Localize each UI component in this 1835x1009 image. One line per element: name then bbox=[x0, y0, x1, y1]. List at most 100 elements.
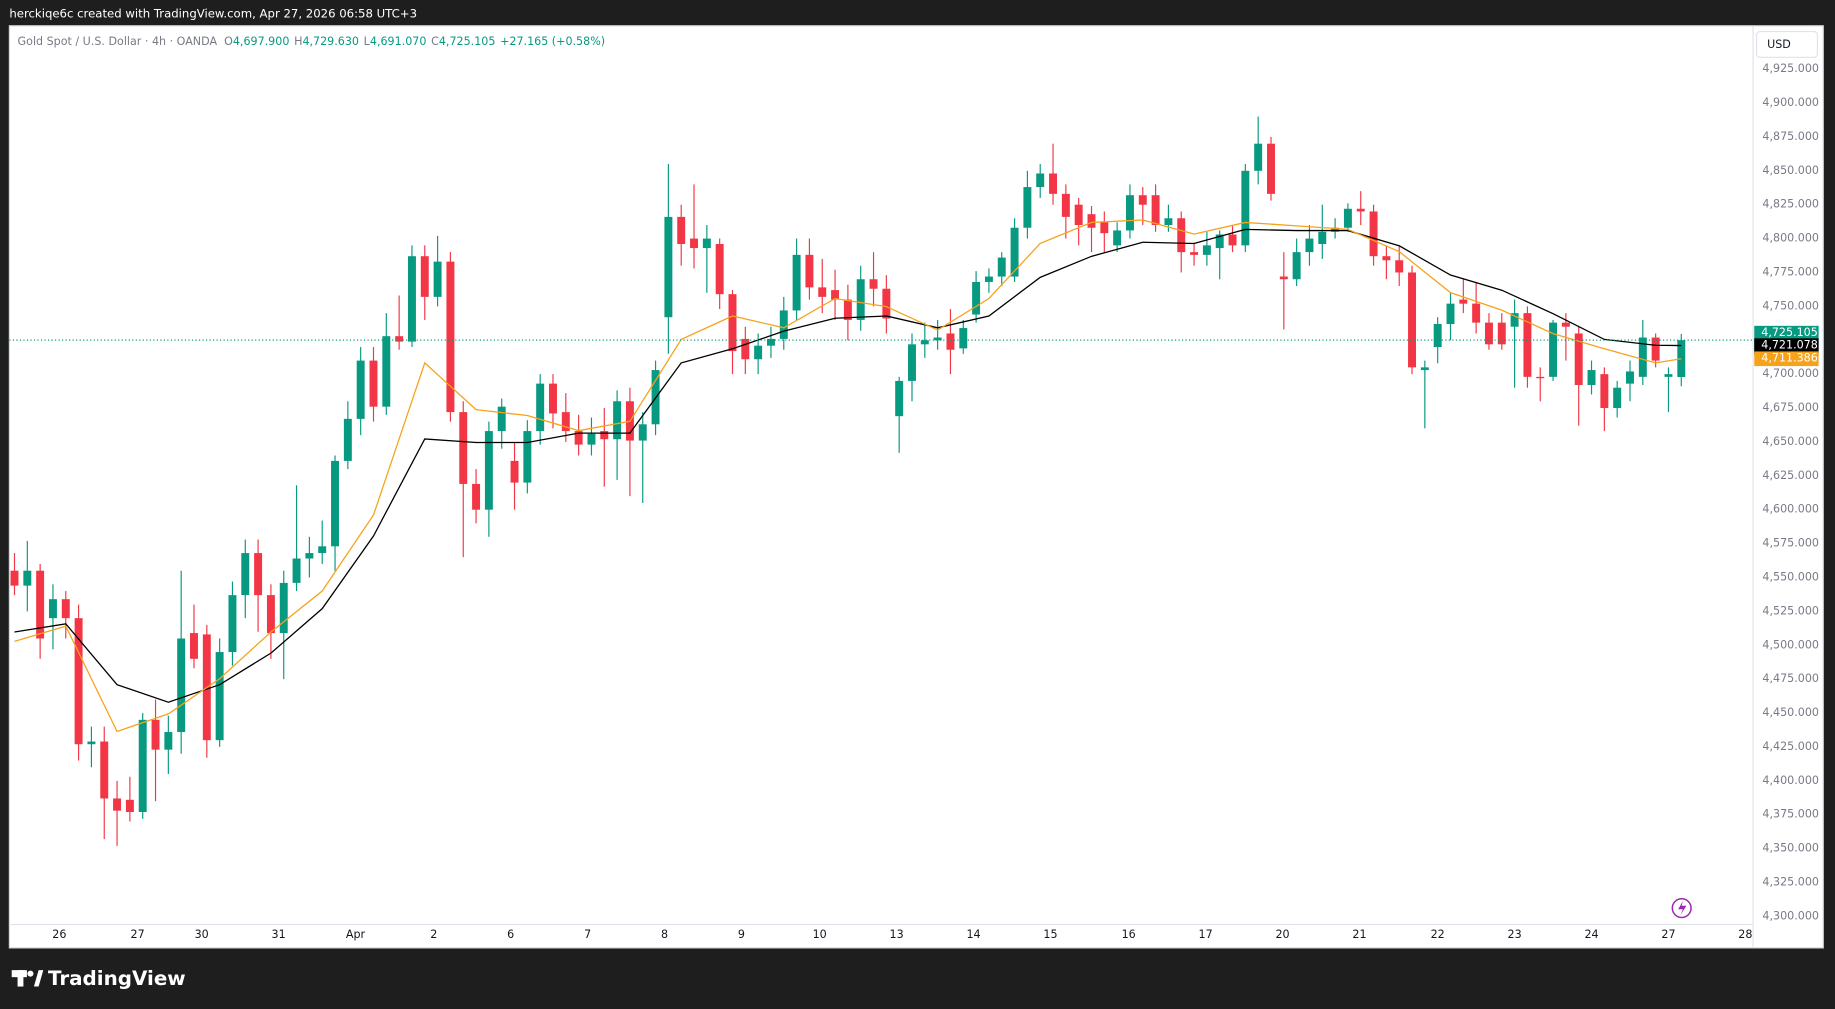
candle-body bbox=[1433, 323, 1442, 348]
candle-body bbox=[1523, 313, 1532, 377]
candle bbox=[318, 520, 327, 564]
x-tick-label: 21 bbox=[1352, 928, 1366, 941]
candle bbox=[561, 393, 570, 442]
candle bbox=[1510, 299, 1519, 388]
y-tick-label: 4,400.000 bbox=[1762, 774, 1819, 787]
candle bbox=[1138, 187, 1147, 226]
candle bbox=[369, 347, 378, 422]
x-tick-label: 7 bbox=[584, 928, 591, 941]
candle-body bbox=[10, 570, 19, 586]
candle bbox=[831, 269, 840, 320]
x-tick-label: 27 bbox=[131, 928, 145, 941]
candle bbox=[1125, 184, 1134, 239]
candle-body bbox=[1279, 276, 1288, 280]
candle bbox=[1241, 164, 1250, 253]
candle-body bbox=[1113, 230, 1122, 246]
legend: Gold Spot / U.S. Dollar · 4h · OANDA O4,6… bbox=[18, 35, 606, 48]
candle-body bbox=[1074, 204, 1083, 226]
candle bbox=[23, 540, 32, 612]
candle-body bbox=[343, 418, 352, 461]
candle-body bbox=[1023, 187, 1032, 228]
candle-body bbox=[1318, 231, 1327, 245]
candle bbox=[1382, 245, 1391, 280]
x-tick-label: 9 bbox=[738, 928, 745, 941]
candle-body bbox=[1420, 367, 1429, 371]
plot: 4,300.000 4,325.000 4,350.000 4,375.000 4,40… bbox=[9, 62, 1819, 941]
candle bbox=[433, 235, 442, 307]
logo-dot bbox=[27, 970, 34, 977]
candle-body bbox=[766, 338, 775, 346]
y-tick-label: 4,300.000 bbox=[1762, 909, 1819, 922]
candle-body bbox=[1549, 322, 1558, 377]
candle-body bbox=[177, 638, 186, 733]
candle-body bbox=[151, 719, 160, 750]
legend-key: H bbox=[294, 35, 302, 48]
candle-body bbox=[164, 732, 173, 750]
y-tick-label: 4,925.000 bbox=[1762, 62, 1819, 75]
candle bbox=[241, 539, 250, 619]
currency-button[interactable] bbox=[1756, 31, 1819, 58]
candle bbox=[895, 376, 904, 453]
candle-body bbox=[587, 433, 596, 445]
candle bbox=[946, 309, 955, 375]
candle-body bbox=[241, 553, 250, 596]
candle bbox=[856, 265, 865, 331]
candle bbox=[484, 421, 493, 537]
x-tick-label: 2 bbox=[430, 928, 437, 941]
candle bbox=[1087, 206, 1096, 253]
candle bbox=[177, 570, 186, 754]
candle bbox=[1305, 225, 1314, 266]
candle bbox=[523, 420, 532, 494]
candle bbox=[446, 252, 455, 422]
candle bbox=[677, 204, 686, 266]
moving-average-line bbox=[14, 228, 1682, 703]
candle-body bbox=[48, 599, 57, 619]
candle-body bbox=[1561, 322, 1570, 327]
candle-body bbox=[1626, 371, 1634, 384]
candle-body bbox=[882, 288, 891, 319]
price-tag-label: 4,721.078 bbox=[1761, 339, 1818, 352]
brand-logo bbox=[11, 970, 44, 987]
candle-body bbox=[190, 633, 198, 659]
candle bbox=[292, 485, 301, 592]
candle bbox=[536, 374, 545, 445]
candle-body bbox=[856, 279, 865, 320]
candle-body bbox=[1395, 260, 1404, 273]
candle bbox=[882, 275, 891, 334]
candle-body bbox=[1010, 227, 1019, 277]
y-tick-label: 4,475.000 bbox=[1762, 672, 1819, 685]
candle-body bbox=[1651, 337, 1660, 361]
candle-body bbox=[1087, 214, 1096, 228]
candle-body bbox=[869, 279, 878, 289]
candle-body bbox=[305, 553, 314, 559]
candle-body bbox=[1331, 227, 1340, 232]
candle bbox=[1228, 225, 1237, 253]
candle-body bbox=[1100, 222, 1109, 234]
alert-icon[interactable] bbox=[1671, 898, 1692, 919]
candle-body bbox=[1638, 337, 1647, 377]
candle bbox=[843, 284, 852, 341]
candle bbox=[997, 252, 1006, 287]
y-tick-label: 4,875.000 bbox=[1762, 130, 1819, 143]
candle-body bbox=[407, 256, 416, 342]
x-tick-label: 20 bbox=[1275, 928, 1289, 941]
candle-body bbox=[600, 431, 609, 440]
candle-body bbox=[459, 412, 468, 484]
candle bbox=[138, 713, 147, 819]
candle bbox=[1433, 317, 1442, 364]
candle-body bbox=[36, 570, 45, 639]
candle bbox=[818, 258, 827, 314]
candle bbox=[202, 624, 211, 758]
candle-body bbox=[536, 383, 545, 432]
y-tick-label: 4,525.000 bbox=[1762, 604, 1819, 617]
candle bbox=[1638, 319, 1647, 385]
candle bbox=[702, 225, 711, 293]
candle bbox=[638, 412, 647, 503]
candle-body bbox=[1036, 173, 1045, 188]
y-tick-label: 4,325.000 bbox=[1762, 876, 1819, 889]
candle-body bbox=[574, 431, 583, 445]
logo-slash bbox=[33, 970, 44, 987]
candle bbox=[279, 570, 288, 680]
currency-label: USD bbox=[1767, 38, 1791, 51]
